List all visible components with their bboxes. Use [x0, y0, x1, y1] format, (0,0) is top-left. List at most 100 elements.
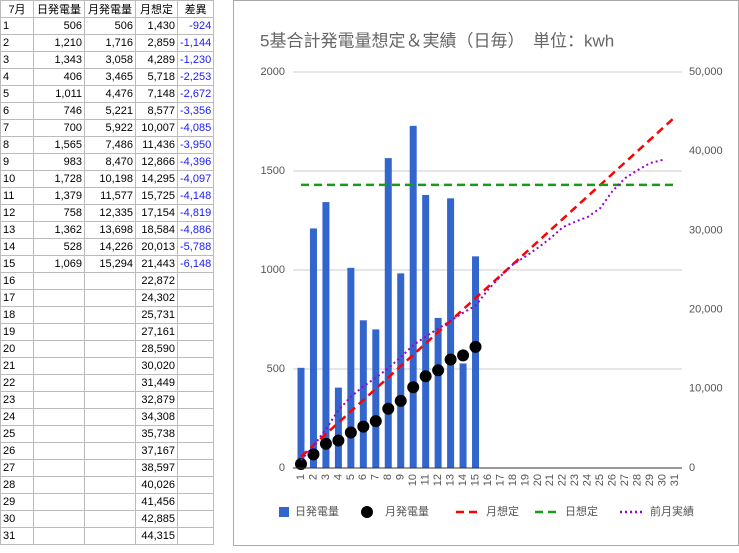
- y-tick-label: 0: [279, 462, 285, 474]
- cell: 30: [0, 510, 34, 528]
- bar: [409, 125, 417, 468]
- cell: [33, 391, 85, 409]
- cell: [176, 493, 215, 511]
- cell: 4,476: [84, 85, 136, 103]
- cell: -3,950: [176, 136, 215, 154]
- cell: -924: [176, 17, 215, 35]
- y2-tick-label: 30,000: [689, 224, 723, 236]
- cell: [84, 306, 136, 324]
- x-tick-label: 23: [569, 474, 581, 486]
- cell: 506: [84, 17, 136, 35]
- cell: [84, 408, 136, 426]
- cell: [33, 289, 85, 307]
- row: 16 22,872: [0, 272, 215, 290]
- cell: 746: [33, 102, 85, 120]
- x-tick-label: 29: [644, 474, 656, 486]
- sheet: 7月 日発電量 月発電量 月想定 差異 1 506 506 1,430 -924 2 1,210 1,7…: [0, 0, 215, 545]
- cell: 19: [0, 323, 34, 341]
- row: 25 35,738: [0, 425, 215, 443]
- cell: 3: [0, 51, 34, 69]
- cell: [33, 306, 85, 324]
- row: 20 28,590: [0, 340, 215, 358]
- cell: 28,590: [135, 340, 178, 358]
- cell: -4,396: [176, 153, 215, 171]
- row: 14 528 14,226 20,013 -5,788: [0, 238, 215, 256]
- cell: 14: [0, 238, 34, 256]
- x-tick-label: 17: [494, 474, 506, 486]
- cell: 24,302: [135, 289, 178, 307]
- x-tick-label: 1: [295, 474, 307, 480]
- cell: [33, 442, 85, 460]
- cell: 10,007: [135, 119, 178, 137]
- bar: [447, 198, 455, 468]
- x-tick-label: 6: [357, 474, 369, 480]
- x-tick-label: 27: [619, 474, 631, 486]
- bar: [397, 273, 405, 468]
- cell: 16: [0, 272, 34, 290]
- cell: 5: [0, 85, 34, 103]
- cell: 13: [0, 221, 34, 239]
- row: 6 746 5,221 8,577 -3,356: [0, 102, 215, 120]
- x-tick-label: 31: [669, 474, 681, 486]
- y-tick-label: 500: [267, 363, 285, 375]
- cell: 1,362: [33, 221, 85, 239]
- marker: [444, 353, 457, 366]
- cell: 1,343: [33, 51, 85, 69]
- cell: -4,085: [176, 119, 215, 137]
- cell: 406: [33, 68, 85, 86]
- cell: 10,198: [84, 170, 136, 188]
- cell: 22,872: [135, 272, 178, 290]
- cell: 32,879: [135, 391, 178, 409]
- row: 18 25,731: [0, 306, 215, 324]
- legend-label: 日想定: [565, 504, 598, 518]
- marker: [382, 402, 395, 415]
- cell: 15,725: [135, 187, 178, 205]
- cell: [33, 510, 85, 528]
- cell: [176, 340, 215, 358]
- marker: [394, 394, 407, 407]
- bar: [359, 320, 367, 468]
- cell: 506: [33, 17, 85, 35]
- x-tick-label: 12: [432, 474, 444, 486]
- row: 8 1,565 7,486 11,436 -3,950: [0, 136, 215, 154]
- marker: [432, 364, 445, 377]
- cell: 15,294: [84, 255, 136, 273]
- cell: 3,058: [84, 51, 136, 69]
- cell: 42,885: [135, 510, 178, 528]
- row: 9 983 8,470 12,866 -4,396: [0, 153, 215, 171]
- x-tick-label: 20: [532, 474, 544, 486]
- header-cell: 月発電量: [84, 0, 136, 18]
- y2-tick-label: 50,000: [689, 66, 723, 78]
- marker: [407, 381, 420, 394]
- legend-swatch: [361, 506, 373, 518]
- cell: [33, 272, 85, 290]
- cell: 31: [0, 527, 34, 545]
- x-tick-label: 9: [395, 474, 407, 480]
- cell: [84, 340, 136, 358]
- row: 30 42,885: [0, 510, 215, 528]
- cell: [176, 357, 215, 375]
- cell: 21,443: [135, 255, 178, 273]
- legend-label: 月発電量: [385, 504, 429, 518]
- marker: [357, 420, 370, 433]
- cell: [176, 391, 215, 409]
- cell: 20: [0, 340, 34, 358]
- row: 17 24,302: [0, 289, 215, 307]
- x-tick-label: 28: [632, 474, 644, 486]
- cell: 21: [0, 357, 34, 375]
- x-tick-label: 8: [382, 474, 394, 480]
- cell: 7,148: [135, 85, 178, 103]
- row: 2 1,210 1,716 2,859 -1,144: [0, 34, 215, 52]
- marker: [369, 415, 382, 428]
- row: 26 37,167: [0, 442, 215, 460]
- cell: 8,470: [84, 153, 136, 171]
- cell: 1,210: [33, 34, 85, 52]
- cell: [176, 442, 215, 460]
- cell: 1,069: [33, 255, 85, 273]
- x-tick-label: 4: [332, 474, 344, 480]
- legend-label: 日発電量: [295, 504, 339, 518]
- cell: 983: [33, 153, 85, 171]
- x-tick-label: 15: [469, 474, 481, 486]
- row: 28 40,026: [0, 476, 215, 494]
- cell: 1,379: [33, 187, 85, 205]
